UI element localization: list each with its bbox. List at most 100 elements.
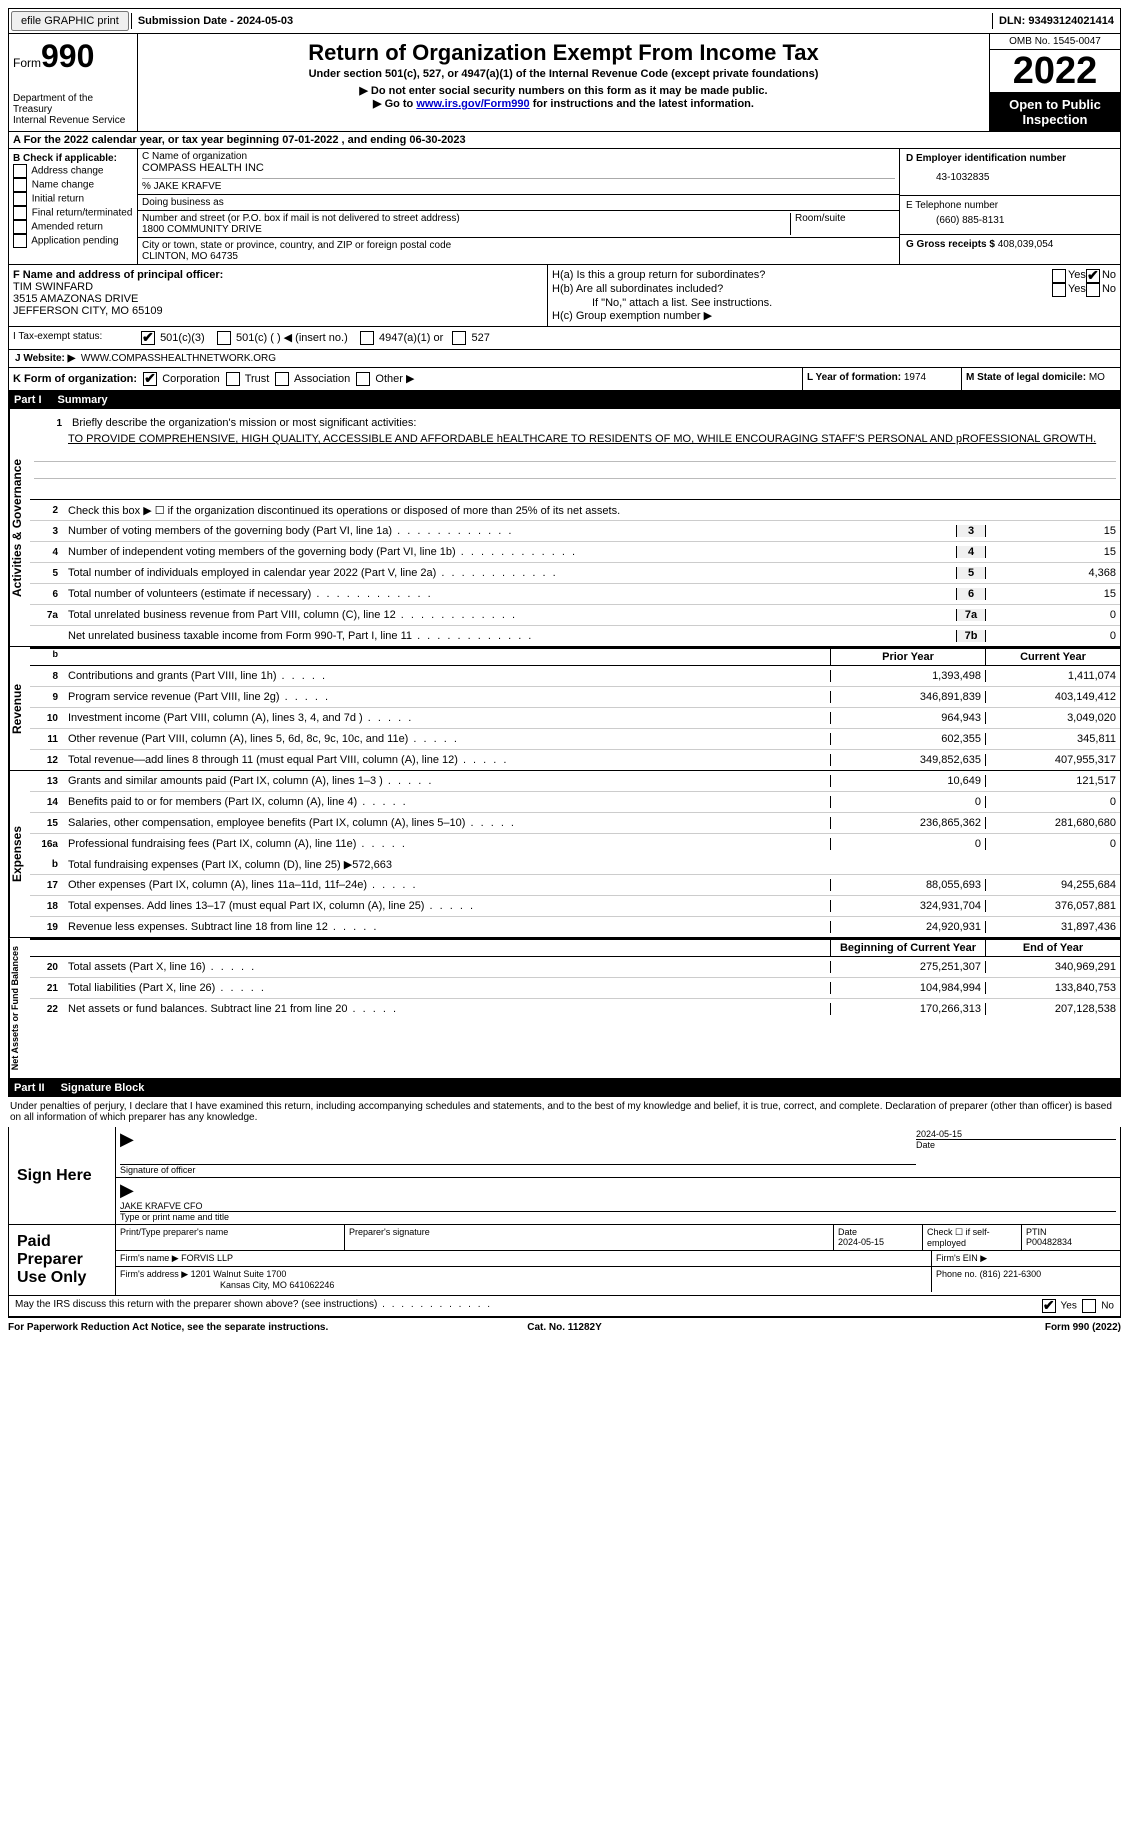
room-label: Room/suite [790,213,895,235]
netassets-body: Beginning of Current Year End of Year 20… [30,938,1120,1078]
other-checkbox[interactable] [356,372,370,386]
date-label: Date [916,1139,1116,1150]
care-of: % JAKE KRAFVE [142,178,895,192]
group-return: H(a) Is this a group return for subordin… [548,265,1120,326]
header-left: Form990 Department of the Treasury Inter… [9,34,138,131]
yes-label-2: Yes [1068,283,1086,297]
financial-line: 8 Contributions and grants (Part VIII, l… [30,666,1120,687]
current-value: 94,255,684 [985,879,1120,891]
current-value: 207,128,538 [985,1003,1120,1015]
summary-line: 4 Number of independent voting members o… [30,542,1120,563]
colb-checkbox[interactable] [13,178,27,192]
side-label-netassets: Net Assets or Fund Balances [9,938,30,1078]
ein-label: D Employer identification number [906,153,1114,164]
501c-checkbox[interactable] [217,331,231,345]
beg-year-header: Beginning of Current Year [830,940,985,956]
line-num: 21 [30,983,64,994]
mission-text: TO PROVIDE COMPREHENSIVE, HIGH QUALITY, … [34,433,1116,445]
line-16b: b Total fundraising expenses (Part IX, c… [30,854,1120,875]
colb-checkbox[interactable] [13,220,27,234]
mission-blank-line [34,483,1116,495]
officer-label: F Name and address of principal officer: [13,269,543,281]
hb-yes-checkbox[interactable] [1052,283,1066,297]
trust-checkbox[interactable] [226,372,240,386]
line-num: 10 [30,713,64,724]
colb-checkbox[interactable] [13,206,27,220]
hb-no-checkbox[interactable] [1086,283,1100,297]
efile-print-button[interactable]: efile GRAPHIC print [11,11,129,31]
line-value: 0 [985,609,1120,621]
city-cell: City or town, state or province, country… [138,238,899,264]
opt-other: Other ▶ [375,373,414,385]
yes-label: Yes [1068,269,1086,283]
prior-value: 88,055,693 [830,879,985,891]
ha-no-checkbox[interactable] [1086,269,1100,283]
status-options: 501(c)(3) 501(c) ( ) ◀ (insert no.) 4947… [137,327,1120,349]
financial-line: 18 Total expenses. Add lines 13–17 (must… [30,896,1120,917]
colb-option: Initial return [13,192,133,206]
paid-preparer-row: Paid Preparer Use Only Print/Type prepar… [9,1225,1120,1295]
irs-link[interactable]: www.irs.gov/Form990 [416,98,529,110]
paid-preparer-label: Paid Preparer Use Only [9,1225,116,1295]
ptin-value: P00482834 [1026,1237,1072,1247]
current-value: 407,955,317 [985,754,1120,766]
column-d: D Employer identification number 43-1032… [899,149,1120,264]
financial-line: 14 Benefits paid to or for members (Part… [30,792,1120,813]
prior-value: 324,931,704 [830,900,985,912]
colb-checkbox[interactable] [13,234,27,248]
527-checkbox[interactable] [452,331,466,345]
preparer-top-row: Print/Type preparer's name Preparer's si… [116,1225,1120,1251]
form-number: 990 [41,38,94,74]
street-cell: Number and street (or P.O. box if mail i… [138,211,899,238]
line-num: 15 [30,818,64,829]
ein-value: 43-1032835 [906,164,1114,191]
colb-option: Application pending [13,234,133,248]
col-b-title: B Check if applicable: [13,153,133,164]
line-box: 4 [956,546,985,558]
line-num: 19 [30,922,64,933]
ha-yes-checkbox[interactable] [1052,269,1066,283]
column-c-org: C Name of organization COMPASS HEALTH IN… [138,149,899,264]
line-num: 5 [30,568,64,579]
4947-checkbox[interactable] [360,331,374,345]
line-box: 3 [956,525,985,537]
line-text: Professional fundraising fees (Part IX, … [64,836,830,852]
colb-checkbox[interactable] [13,164,27,178]
firm-addr-row: Firm's address ▶ 1201 Walnut Suite 1700K… [116,1267,1120,1292]
line-text: Investment income (Part VIII, column (A)… [64,710,830,726]
financial-line: 16a Professional fundraising fees (Part … [30,834,1120,854]
firm-name-row: Firm's name ▶ FORVIS LLP Firm's EIN ▶ [116,1251,1120,1267]
officer-sig-field: Signature of officer 2024-05-15Date [116,1127,1120,1178]
goto-prefix: ▶ Go to [373,98,416,110]
assoc-checkbox[interactable] [275,372,289,386]
colb-option: Final return/terminated [13,206,133,220]
submission-date: Submission Date - 2024-05-03 [131,13,992,29]
line-text: Other expenses (Part IX, column (A), lin… [64,877,830,893]
firm-ein-label: Firm's EIN ▶ [932,1251,1120,1266]
current-value: 403,149,412 [985,691,1120,703]
discuss-no-checkbox[interactable] [1082,1299,1096,1313]
opt-assoc: Association [294,373,350,385]
current-value: 340,969,291 [985,961,1120,973]
discuss-yes-checkbox[interactable] [1042,1299,1056,1313]
line-text: Number of voting members of the governin… [64,523,956,539]
phone-value: (816) 221-6300 [980,1269,1042,1279]
prior-value: 602,355 [830,733,985,745]
501c3-checkbox[interactable] [141,331,155,345]
summary-line: 5 Total number of individuals employed i… [30,563,1120,584]
colb-checkbox[interactable] [13,192,27,206]
corp-checkbox[interactable] [143,372,157,386]
prior-value: 964,943 [830,712,985,724]
status-label: I Tax-exempt status: [9,327,137,349]
financial-line: 12 Total revenue—add lines 8 through 11 … [30,750,1120,770]
sig-officer-label: Signature of officer [120,1164,916,1175]
current-value: 121,517 [985,775,1120,787]
sign-here-label: Sign Here [9,1127,116,1224]
line-16b-text: Total fundraising expenses (Part IX, col… [64,856,830,873]
financial-line: 11 Other revenue (Part VIII, column (A),… [30,729,1120,750]
line-value: 0 [985,630,1120,642]
city-value: CLINTON, MO 64735 [142,251,895,262]
line-text: Total number of volunteers (estimate if … [64,586,956,602]
line-box: 6 [956,588,985,600]
page-footer: For Paperwork Reduction Act Notice, see … [8,1318,1121,1333]
